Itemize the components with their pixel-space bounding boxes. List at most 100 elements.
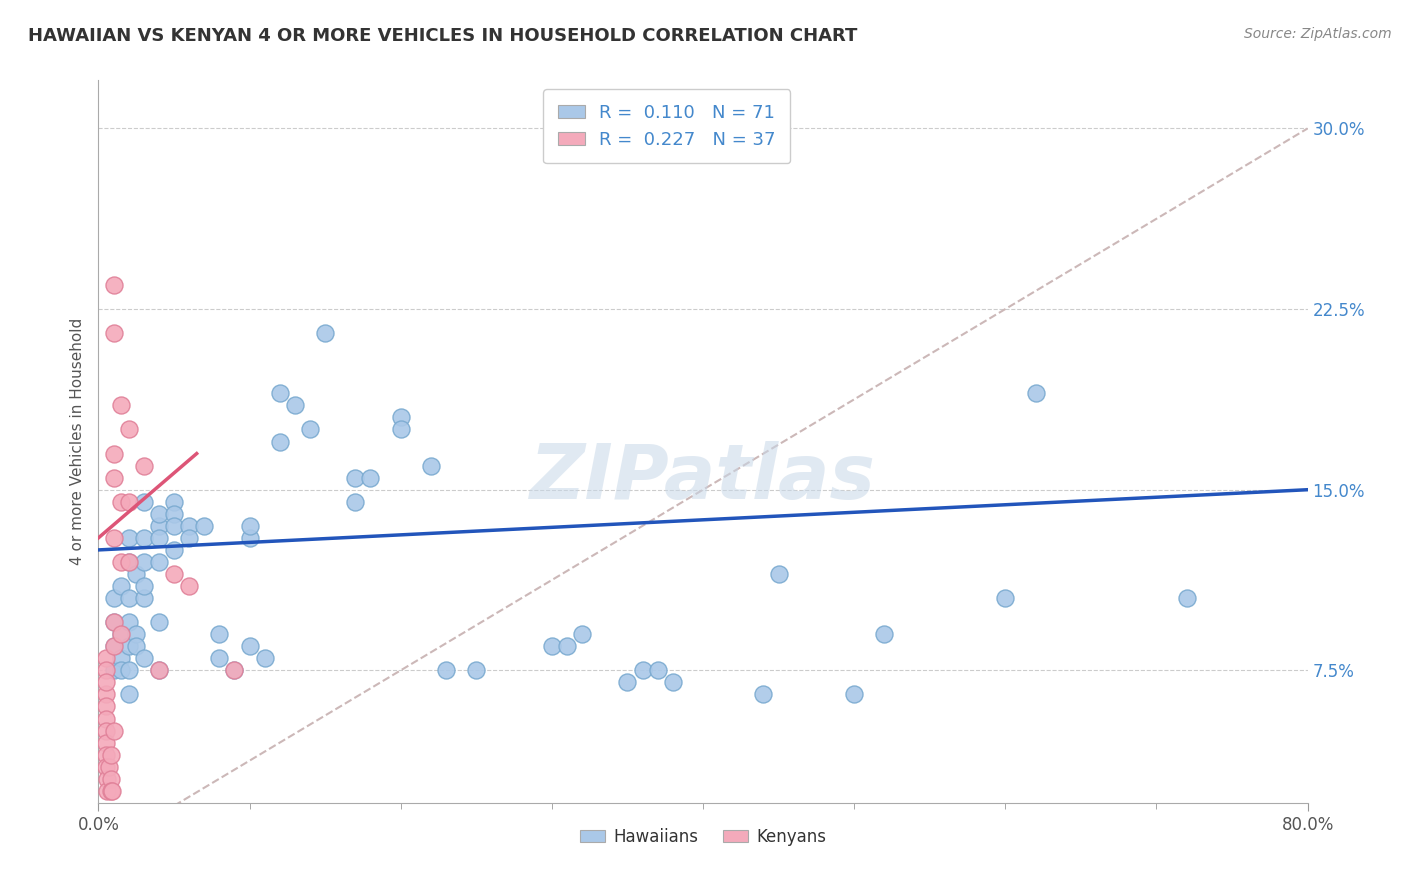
Y-axis label: 4 or more Vehicles in Household: 4 or more Vehicles in Household [69, 318, 84, 566]
Point [389, 410, 412, 425]
Point [103, 326, 125, 340]
Point [616, 675, 638, 690]
Point [103, 664, 125, 678]
Point [148, 518, 170, 533]
Point [163, 567, 186, 582]
Point [94, 664, 117, 678]
Point [96, 784, 118, 798]
Point [163, 507, 186, 521]
Point [752, 687, 775, 701]
Point [224, 664, 246, 678]
Point [94, 735, 117, 749]
Point [239, 639, 262, 653]
Point [224, 664, 246, 678]
Point [148, 615, 170, 630]
Point [110, 651, 132, 665]
Point [284, 398, 307, 412]
Point [103, 278, 125, 293]
Point [179, 579, 201, 593]
Point [163, 494, 186, 508]
Point [647, 664, 669, 678]
Point [465, 664, 488, 678]
Point [179, 518, 201, 533]
Point [389, 422, 412, 436]
Point [110, 398, 132, 412]
Point [873, 627, 896, 641]
Point [100, 772, 122, 786]
Point [96, 772, 118, 786]
Point [571, 627, 593, 641]
Point [314, 326, 336, 340]
Point [994, 591, 1017, 605]
Point [163, 518, 186, 533]
Point [132, 555, 155, 569]
Point [118, 639, 141, 653]
Point [768, 567, 790, 582]
Point [344, 494, 367, 508]
Point [103, 591, 125, 605]
Point [110, 579, 132, 593]
Point [94, 687, 117, 701]
Point [132, 591, 155, 605]
Point [253, 651, 276, 665]
Point [239, 518, 262, 533]
Point [100, 747, 122, 762]
Point [148, 531, 170, 545]
Text: HAWAIIAN VS KENYAN 4 OR MORE VEHICLES IN HOUSEHOLD CORRELATION CHART: HAWAIIAN VS KENYAN 4 OR MORE VEHICLES IN… [28, 27, 858, 45]
Point [844, 687, 866, 701]
Point [299, 422, 322, 436]
Point [132, 531, 155, 545]
Point [360, 470, 382, 484]
Point [148, 507, 170, 521]
Point [94, 651, 117, 665]
Point [110, 494, 132, 508]
Point [132, 579, 155, 593]
Point [103, 470, 125, 484]
Point [269, 386, 291, 401]
Point [98, 760, 121, 774]
Point [103, 639, 125, 653]
Point [118, 615, 141, 630]
Point [208, 651, 231, 665]
Point [661, 675, 683, 690]
Point [100, 784, 122, 798]
Text: Source: ZipAtlas.com: Source: ZipAtlas.com [1244, 27, 1392, 41]
Point [103, 446, 125, 460]
Point [118, 531, 141, 545]
Point [94, 699, 117, 714]
Point [94, 760, 117, 774]
Point [103, 615, 125, 630]
Point [148, 664, 170, 678]
Point [118, 591, 141, 605]
Point [125, 567, 148, 582]
Point [110, 627, 132, 641]
Point [1024, 386, 1046, 401]
Point [148, 664, 170, 678]
Point [125, 639, 148, 653]
Point [163, 542, 186, 557]
Point [239, 531, 262, 545]
Point [132, 458, 155, 473]
Point [118, 494, 141, 508]
Point [110, 627, 132, 641]
Point [118, 664, 141, 678]
Point [193, 518, 215, 533]
Point [103, 615, 125, 630]
Point [118, 687, 141, 701]
Point [420, 458, 443, 473]
Point [103, 723, 125, 738]
Point [94, 747, 117, 762]
Point [110, 555, 132, 569]
Point [103, 531, 125, 545]
Point [179, 531, 201, 545]
Point [148, 555, 170, 569]
Point [132, 494, 155, 508]
Point [118, 555, 141, 569]
Point [101, 784, 124, 798]
Point [125, 627, 148, 641]
Point [94, 675, 117, 690]
Point [94, 723, 117, 738]
Point [110, 664, 132, 678]
Point [269, 434, 291, 449]
Point [434, 664, 457, 678]
